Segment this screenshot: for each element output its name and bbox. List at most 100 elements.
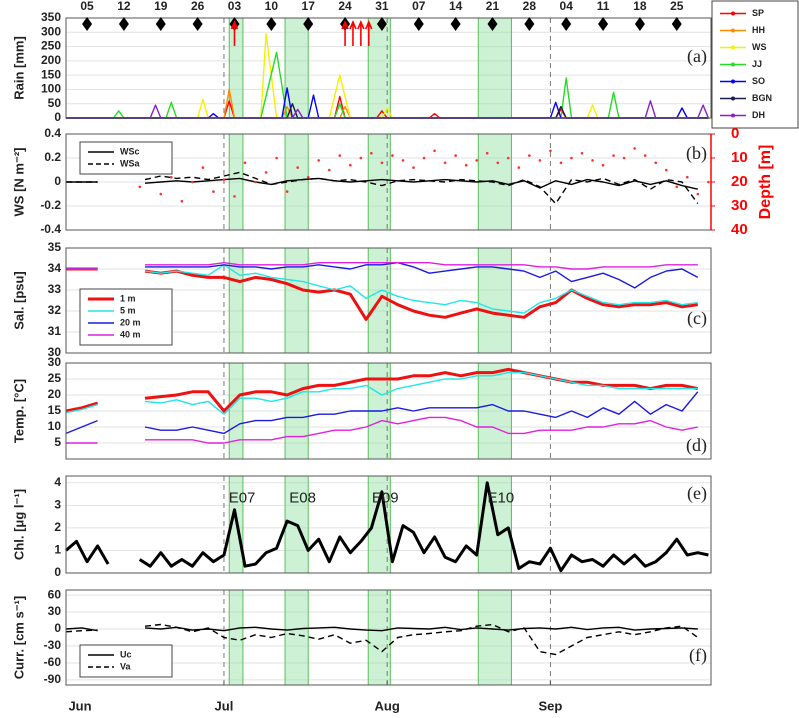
- panel-label: (b): [686, 143, 707, 164]
- depth-dot: [443, 161, 447, 165]
- event-arrow: [230, 19, 239, 46]
- y-tick-label: 3: [54, 497, 61, 511]
- depth-dot: [264, 171, 268, 174]
- legend-label: WS: [752, 42, 767, 52]
- y-tick-label: -0.2: [40, 198, 61, 212]
- legend-label: 20 m: [120, 317, 141, 327]
- depth-dot: [485, 151, 489, 155]
- legend-dot: [731, 96, 735, 101]
- depth-dot: [317, 159, 321, 162]
- series-line: [66, 171, 699, 205]
- event-span: [284, 133, 309, 231]
- x-tick-label: Aug: [375, 698, 400, 713]
- week-diamond: [118, 17, 129, 31]
- event-span: [284, 589, 309, 686]
- y-tick-label: 35: [48, 240, 62, 254]
- series-line: [65, 391, 699, 435]
- y-tick-label: 200: [41, 53, 61, 67]
- panel-label: (d): [686, 435, 707, 456]
- series-line: [66, 87, 709, 119]
- y-tick-label: 4: [54, 475, 61, 489]
- y-tick-label: 25: [48, 371, 62, 385]
- top-tick-label: 17: [302, 0, 316, 13]
- event-arrow: [341, 19, 349, 46]
- top-tick-label: 31: [375, 0, 389, 13]
- legend-label: DH: [752, 110, 765, 120]
- y-axis-label: WS [N m⁻²]: [11, 148, 26, 217]
- week-diamond: [155, 17, 166, 31]
- depth-dot: [349, 163, 352, 167]
- legend-label: WSa: [120, 158, 140, 168]
- legend-box: [79, 141, 173, 175]
- depth-dot: [296, 166, 299, 169]
- legend-label: HH: [752, 25, 765, 35]
- depth-dot: [601, 163, 605, 167]
- y-axis-label: Chl. [μg l⁻¹]: [11, 489, 26, 560]
- top-tick-label: 10: [265, 0, 279, 13]
- y-tick-label: 350: [41, 10, 61, 24]
- y-tick-label: 10: [48, 419, 62, 433]
- top-tick-label: 05: [80, 0, 94, 13]
- depth-dot: [707, 180, 710, 184]
- plot-frame: [65, 247, 712, 354]
- legend-box: [79, 644, 173, 678]
- legend-dot: [731, 11, 735, 16]
- panel-label: (c): [687, 308, 707, 329]
- panel-label: (a): [687, 46, 707, 67]
- depth-dot: [191, 180, 194, 184]
- event-span: [284, 247, 309, 354]
- y-tick-label: 0: [54, 110, 61, 124]
- week-diamond: [413, 17, 424, 31]
- week-diamond: [450, 17, 461, 31]
- top-tick-label: 11: [597, 0, 610, 13]
- plot-frame: [65, 362, 712, 460]
- y-tick-label: 15: [48, 403, 62, 417]
- y-tick-label: 0.2: [44, 150, 61, 164]
- depth-dot: [338, 154, 342, 157]
- y-tick-label: 34: [48, 261, 62, 275]
- y-axis-label: Curr. [cm s⁻¹]: [11, 596, 26, 679]
- event-span: [284, 17, 309, 119]
- depth-dot: [580, 151, 584, 155]
- top-tick-label: 12: [117, 0, 131, 13]
- depth-dot: [380, 161, 384, 165]
- week-diamond: [598, 17, 609, 31]
- y-axis-label: Rain [mm]: [11, 36, 26, 100]
- depth-dot: [633, 147, 636, 150]
- depth-dot: [496, 161, 500, 165]
- y-tick-label: 5: [54, 435, 61, 449]
- series-line: [65, 626, 698, 632]
- week-diamond: [376, 17, 387, 31]
- event-span: [477, 362, 512, 460]
- panel-label: (e): [687, 483, 707, 504]
- depth-dot: [433, 149, 436, 153]
- event-arrow: [349, 19, 357, 46]
- top-tick-label: 24: [338, 0, 352, 13]
- x-tick-label: Jun: [68, 698, 91, 713]
- depth-dot: [401, 159, 405, 162]
- series-line: [65, 623, 699, 656]
- depth-dot: [559, 161, 563, 165]
- legend-label: 40 m: [120, 329, 141, 339]
- legend-dot: [731, 45, 735, 50]
- depth-dot: [254, 180, 257, 184]
- depth-dot: [212, 190, 215, 193]
- depth-dot: [138, 185, 142, 189]
- y-tick-label: -90: [44, 672, 62, 686]
- legend-label: Uc: [120, 649, 132, 659]
- depth-dot: [222, 178, 226, 181]
- legend-label: 5 m: [120, 305, 136, 315]
- legend-label: Va: [120, 661, 132, 671]
- week-diamond: [303, 17, 314, 31]
- depth-dot: [180, 199, 184, 203]
- y-tick-label: -0.4: [40, 222, 61, 236]
- y-tick-label: 0: [54, 621, 61, 635]
- depth-dot: [159, 192, 163, 196]
- depth-dot: [454, 154, 457, 157]
- legend-dot: [731, 79, 735, 84]
- y-tick-label: -60: [44, 655, 62, 669]
- depth-dot: [622, 156, 626, 160]
- depth-dot: [285, 190, 289, 193]
- plot-frame: [65, 589, 712, 686]
